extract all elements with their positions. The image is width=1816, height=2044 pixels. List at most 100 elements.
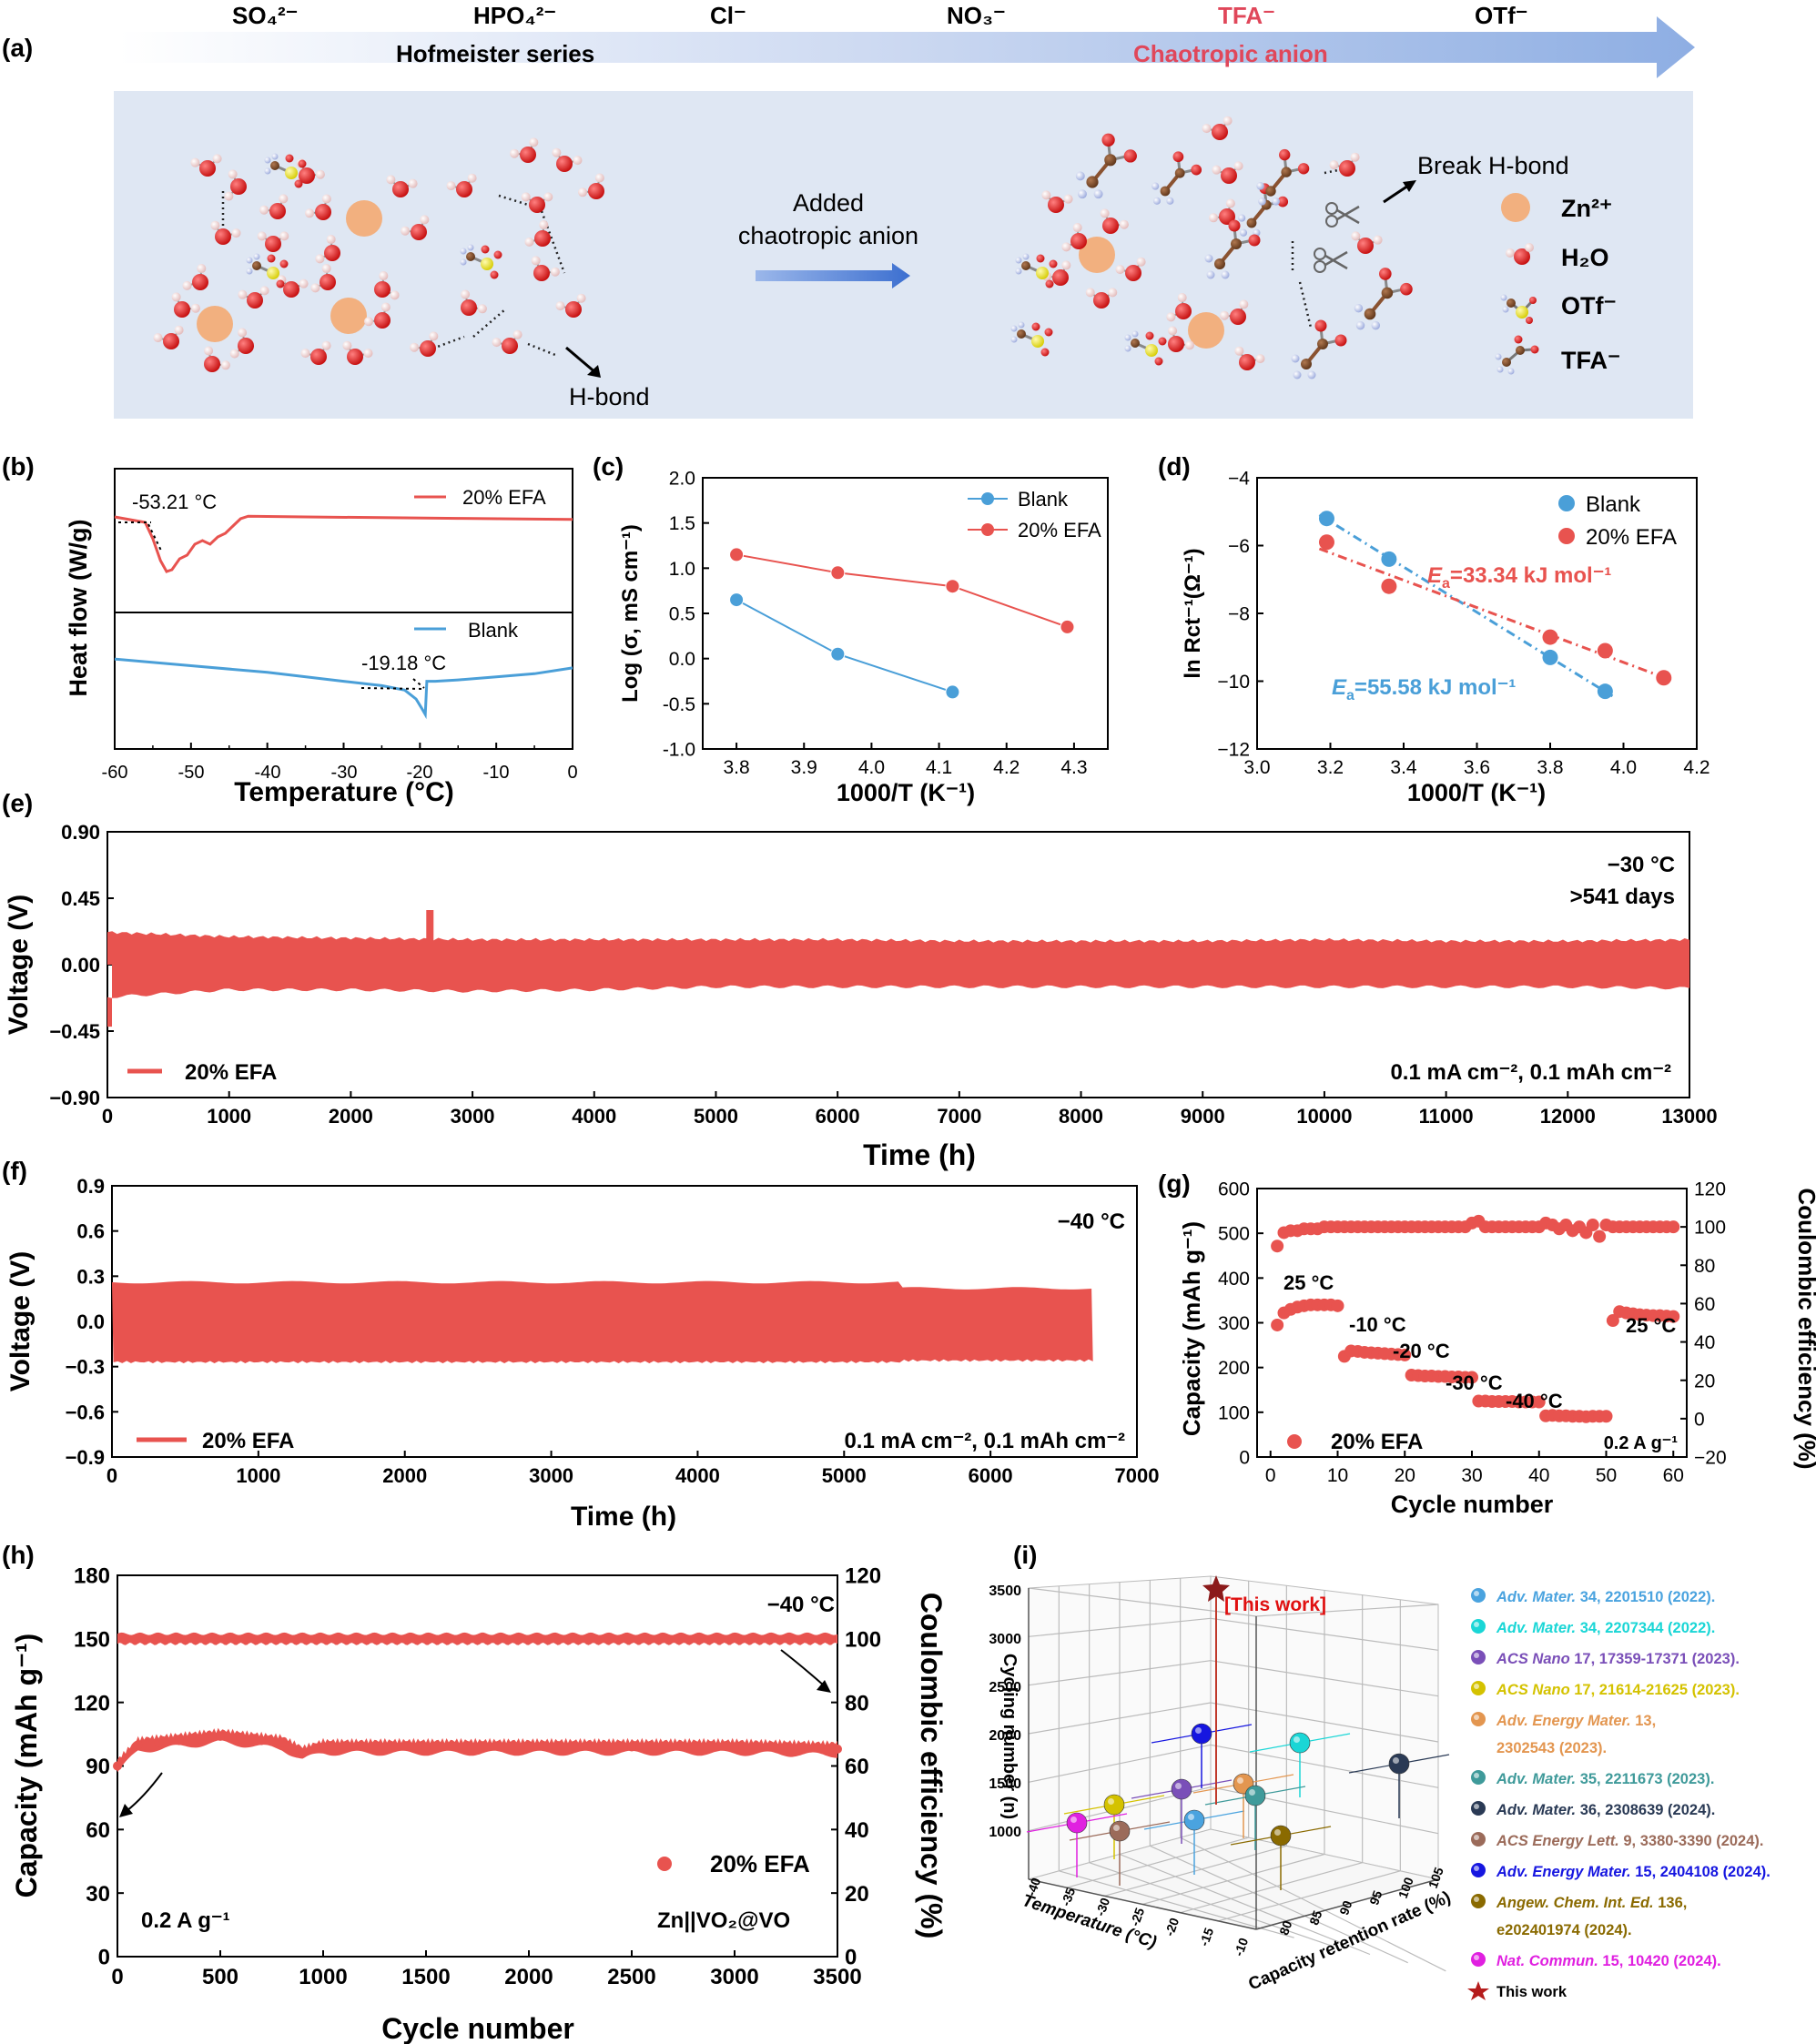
hydrogen-atom xyxy=(512,329,522,339)
hydrogen-atom xyxy=(257,231,267,241)
legend-c-efa-label: 20% EFA xyxy=(1018,519,1101,541)
panel-g-rate: 0.2 A g⁻¹ xyxy=(1604,1433,1679,1453)
capacity-point xyxy=(1466,1371,1478,1384)
hydrogen-atom xyxy=(190,303,200,313)
top-edge xyxy=(1255,1604,1439,1617)
hydrogen-atom xyxy=(446,181,456,191)
hydrogen-atom xyxy=(1373,235,1383,245)
hydrogen-atom xyxy=(1234,346,1244,356)
panel-f-letter: (f) xyxy=(2,1157,27,1185)
legend-efa-label: 20% EFA xyxy=(462,486,546,509)
hydrogen-atom xyxy=(510,148,520,158)
oxygen-atom xyxy=(1191,164,1202,176)
y-tick-label: −6 xyxy=(1228,536,1250,557)
solvation-panel-bg xyxy=(114,91,1693,419)
zn-ion xyxy=(1079,237,1115,273)
hydrogen-atom xyxy=(305,208,315,218)
panel-g-axes: 0 10 20 30 40 50 600100200300400500600−2002040… xyxy=(1218,1179,1727,1486)
fluorine-atom xyxy=(1206,270,1215,279)
panel-i-legend: Adv. Mater. 34, 2201510 (2022). Adv. Mate… xyxy=(1467,1588,1770,2000)
hydrogen-atom xyxy=(521,192,531,202)
hydrogen-atom xyxy=(171,292,181,302)
legend-water-label: H₂O xyxy=(1561,244,1609,271)
hydrogen-atom xyxy=(1184,340,1194,350)
legend-ref-highlight xyxy=(1474,1715,1479,1720)
hydrogen-atom xyxy=(279,231,289,241)
ref-point-highlight xyxy=(1294,1736,1300,1743)
y2-tick-label: 80 xyxy=(1694,1256,1715,1277)
hydrogen-atom xyxy=(1166,312,1176,322)
hofmeister-series-label: Hofmeister series xyxy=(396,40,594,67)
x-tick-label: 9000 xyxy=(1181,1105,1225,1128)
panel-b-ylabel: Heat flow (W/g) xyxy=(65,520,92,697)
oxygen-atom xyxy=(456,181,472,197)
legend-otf-swatch xyxy=(1500,294,1537,324)
scissors-icon xyxy=(1324,254,1348,270)
panel-e-note-temp: −30 °C xyxy=(1608,853,1675,877)
panel-h-ylabel: Capacity (mAh g⁻¹) xyxy=(10,1634,43,1898)
panel-e-note-days: >541 days xyxy=(1570,885,1675,909)
panel-d-letter: (d) xyxy=(1158,452,1191,481)
hydrogen-atom xyxy=(238,328,248,338)
y-tick-label: −0.9 xyxy=(66,1446,105,1469)
carbon-atom xyxy=(1086,176,1099,188)
y2-tick-label: −20 xyxy=(1694,1448,1727,1469)
capacity-point xyxy=(421,1742,431,1752)
x-tick-label: 3000 xyxy=(710,1965,758,1989)
y-tick-label: 200 xyxy=(1218,1358,1250,1379)
hydrogen-atom xyxy=(390,290,400,300)
y-tick-label: 1.0 xyxy=(669,559,695,580)
dsc-curve-efa xyxy=(114,514,573,573)
ea-blue-label: Ea=55.58 kJ mol⁻¹ xyxy=(1332,675,1516,703)
legend-zn-swatch xyxy=(1501,193,1530,222)
y-tick-label: 0 xyxy=(98,1946,110,1970)
y-tick-label: 30 xyxy=(86,1882,110,1907)
fluorine-atom xyxy=(1293,370,1302,379)
legend-ref-label-cont: 2302543 (2023). xyxy=(1496,1740,1607,1756)
anion-hpo4: HPO₄²⁻ xyxy=(473,2,556,29)
legend-d-efa-label: 20% EFA xyxy=(1586,525,1677,550)
y2-tick-label: 40 xyxy=(845,1818,869,1843)
data-point xyxy=(1381,551,1397,567)
annotation-efa-temp: -53.21 °C xyxy=(132,491,217,513)
legend-ref-highlight xyxy=(1474,1835,1479,1840)
data-point xyxy=(830,565,846,581)
sulfur-atom xyxy=(285,167,298,179)
capacity-point xyxy=(298,1748,308,1758)
hydrogen-atom xyxy=(1212,165,1222,175)
oxygen-atom xyxy=(529,197,545,213)
panel-b-xlabel: Temperature (°C) xyxy=(234,777,453,807)
oxygen-atom xyxy=(1357,238,1374,254)
carbon-atom xyxy=(252,261,261,270)
panel-a-letter: (a) xyxy=(2,34,33,62)
oxygen-atom xyxy=(247,292,263,309)
legend-otf-label: OTf⁻ xyxy=(1561,292,1617,319)
hydrogen-atom xyxy=(363,349,373,359)
oxygen-atom xyxy=(324,245,340,261)
panel-f-xlabel: Time (h) xyxy=(571,1502,676,1532)
legend-ref-label: Adv. Mater. 35, 2211673 (2023). xyxy=(1496,1771,1714,1787)
y-tick-label: −8 xyxy=(1228,604,1250,625)
fluorine-atom xyxy=(1010,336,1018,343)
legend-ref-label: Adv. Mater. 34, 2207344 (2022). xyxy=(1496,1620,1715,1636)
oxygen-atom xyxy=(1070,233,1087,249)
panel-e: (e) 0 1000 2000 3000 4000 5000 6000 7000 8000 900… xyxy=(2,789,1718,1171)
capacity-point xyxy=(319,1742,328,1752)
x-tick-label: 1500 xyxy=(401,1965,450,1989)
y-tick-label: 500 xyxy=(1218,1224,1250,1245)
oxygen-atom xyxy=(204,356,220,372)
ref-point xyxy=(1109,1820,1131,1842)
hydrogen-atom xyxy=(210,220,220,230)
data-point xyxy=(1318,534,1334,551)
legend-ref-highlight xyxy=(1474,1591,1479,1596)
carbon-atom xyxy=(1381,287,1394,299)
oxygen-atom xyxy=(1044,328,1053,337)
oxygen-atom xyxy=(238,338,254,354)
hydrogen-atom xyxy=(1136,257,1146,267)
oxygen-atom xyxy=(502,338,518,354)
oxygen-atom xyxy=(320,274,336,290)
oxygen-atom xyxy=(1172,151,1184,163)
data-point xyxy=(1381,578,1397,594)
hydrogen-atom xyxy=(429,331,439,341)
